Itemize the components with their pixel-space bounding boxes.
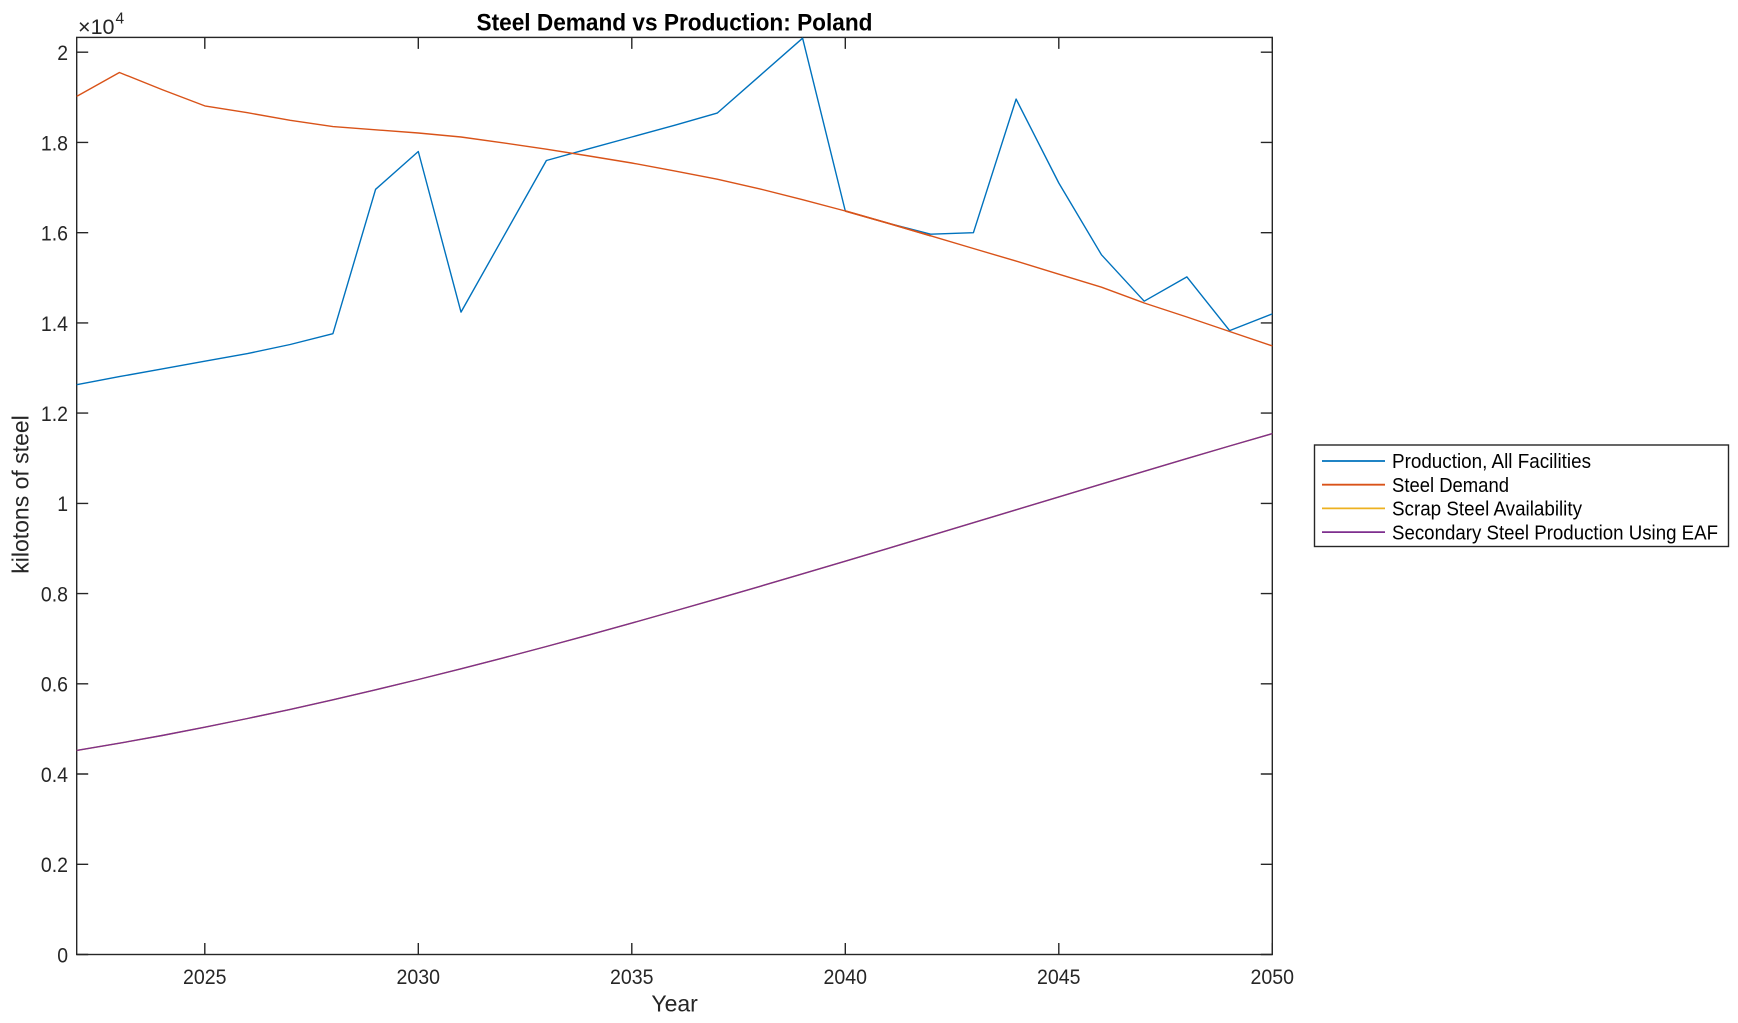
svg-text:Production, All Facilities: Production, All Facilities bbox=[1392, 451, 1591, 473]
svg-text:kilotons of steel: kilotons of steel bbox=[8, 415, 34, 574]
svg-text:2050: 2050 bbox=[1251, 965, 1295, 989]
svg-text:1: 1 bbox=[57, 492, 68, 516]
svg-text:1.4: 1.4 bbox=[41, 312, 68, 336]
svg-text:2045: 2045 bbox=[1037, 965, 1081, 989]
svg-text:Scrap Steel Availability: Scrap Steel Availability bbox=[1392, 499, 1583, 521]
svg-text:4: 4 bbox=[116, 11, 125, 28]
svg-text:2040: 2040 bbox=[824, 965, 868, 989]
svg-text:0.6: 0.6 bbox=[41, 673, 68, 697]
svg-text:1.8: 1.8 bbox=[41, 131, 68, 155]
svg-text:Year: Year bbox=[651, 991, 698, 1017]
svg-text:Secondary Steel Production Usi: Secondary Steel Production Using EAF bbox=[1392, 522, 1718, 544]
svg-text:1.2: 1.2 bbox=[41, 402, 68, 426]
svg-text:0.8: 0.8 bbox=[41, 583, 68, 607]
svg-text:2: 2 bbox=[57, 41, 68, 65]
svg-text:2030: 2030 bbox=[397, 965, 441, 989]
svg-text:1.6: 1.6 bbox=[41, 222, 68, 246]
svg-text:0.4: 0.4 bbox=[41, 763, 68, 787]
svg-text:2025: 2025 bbox=[183, 965, 227, 989]
svg-text:2035: 2035 bbox=[610, 965, 654, 989]
svg-text:×10: ×10 bbox=[78, 16, 115, 39]
svg-text:Steel Demand: Steel Demand bbox=[1392, 475, 1509, 497]
svg-text:0: 0 bbox=[57, 943, 68, 967]
svg-text:0.2: 0.2 bbox=[41, 853, 68, 877]
svg-text:Steel Demand vs Production: Po: Steel Demand vs Production: Poland bbox=[477, 10, 873, 37]
